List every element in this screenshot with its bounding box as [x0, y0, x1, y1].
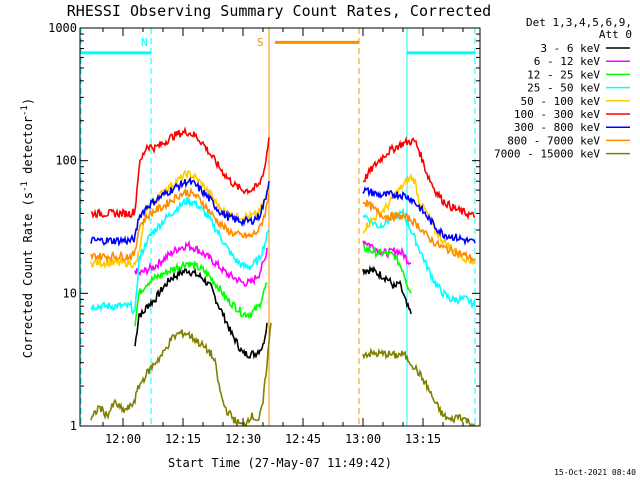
y-axis-label: Corrected Count Rate (s-1 detector-1): [20, 98, 35, 358]
series-line-0-1: [362, 264, 412, 315]
series-line-5-0: [90, 126, 270, 219]
series-line-5-1: [362, 136, 476, 221]
timestamp: 15-Oct-2021 08:40: [554, 468, 636, 477]
legend-label-8: 7000 - 15000 keV: [494, 148, 600, 161]
y-tick-label-3: 1000: [48, 21, 77, 35]
x-axis-label: Start Time (27-May-07 11:49:42): [168, 456, 392, 470]
x-tick-label-5: 13:15: [405, 432, 441, 446]
annotation-s: S: [257, 36, 264, 49]
series-line-6-1: [362, 186, 476, 246]
y-tick-label-0: 1: [70, 419, 77, 433]
annotation-n: N: [141, 36, 148, 49]
series-line-2-0: [134, 260, 268, 327]
x-tick-label-3: 12:45: [285, 432, 321, 446]
series-line-1-0: [134, 239, 268, 288]
legend-header-1: Det 1,3,4,5,6,9,: [526, 16, 632, 29]
legend-label-3: 25 - 50 keV: [527, 82, 600, 95]
series-line-4-0: [90, 169, 270, 270]
x-tick-label-2: 12:30: [225, 432, 261, 446]
y-tick-label-1: 10: [63, 286, 77, 300]
series-line-2-1: [362, 243, 412, 294]
plot-frame: [79, 27, 481, 427]
series-line-7-1: [362, 199, 475, 264]
series-line-0-0: [134, 267, 268, 360]
y-tick-label-2: 100: [55, 154, 77, 168]
x-tick-label-1: 12:15: [165, 432, 201, 446]
legend-label-6: 300 - 800 keV: [514, 121, 600, 134]
series-line-7-0: [90, 186, 270, 264]
axes: 12:00 12:15 12:30 12:45 13:00 13:15 1 10 100 1000: [48, 21, 480, 446]
legend-label-5: 100 - 300 keV: [514, 108, 600, 121]
series-line-1-1: [362, 240, 412, 266]
legend-label-7: 800 - 7000 keV: [507, 134, 600, 147]
series-line-6-0: [90, 176, 270, 247]
legend-label-2: 12 - 25 keV: [527, 68, 600, 81]
legend-label-1: 6 - 12 keV: [534, 55, 601, 68]
legend-header-2: Att 0: [599, 28, 632, 41]
series-line-8-1: [362, 347, 476, 426]
series-line-8-0: [90, 322, 272, 426]
series-line-3-1: [362, 207, 476, 308]
series-line-3-0: [90, 196, 270, 315]
x-tick-label-0: 12:00: [105, 432, 141, 446]
legend-label-4: 50 - 100 keV: [521, 95, 601, 108]
chart-title: RHESSI Observing Summary Count Rates, Co…: [67, 2, 491, 20]
legend-label-0: 3 - 6 keV: [540, 42, 600, 55]
x-tick-label-4: 13:00: [345, 432, 381, 446]
